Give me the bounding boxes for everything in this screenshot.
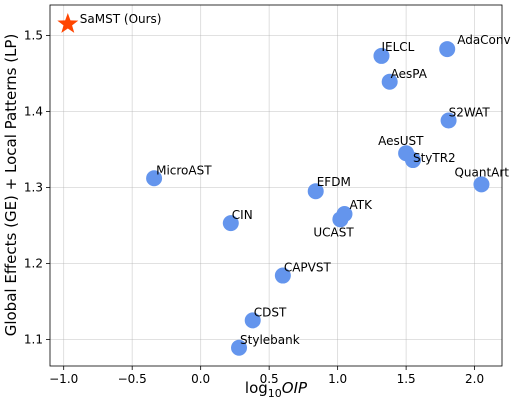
data-points: AdaConv IELCL AesPA S2WAT AesUST StyTR2QuantA… [57, 12, 511, 356]
x-tick-label: 1.0 [328, 372, 347, 386]
y-axis-title: Global Effects (GE) + Local Patterns (LP… [2, 34, 20, 337]
data-point [332, 211, 349, 228]
data-point-label: QuantArt [454, 165, 509, 179]
data-point-label: AesPA [391, 67, 428, 81]
data-point [404, 152, 421, 169]
data-point-label: Stylebank [240, 333, 300, 347]
highlight-star-icon [57, 13, 79, 33]
x-tick-label: −1.0 [49, 372, 78, 386]
data-point-label: StyTR2 [413, 151, 456, 165]
data-point-label: EFDM [317, 175, 351, 189]
data-point [381, 73, 398, 90]
y-tick-label: 1.2 [24, 256, 43, 270]
data-point [373, 47, 390, 64]
y-tick-label: 1.5 [24, 28, 43, 42]
data-point [231, 339, 248, 356]
data-point [307, 183, 324, 200]
y-tick-label: 1.1 [24, 332, 43, 346]
y-tick-label: 1.4 [24, 104, 43, 118]
data-point [439, 41, 456, 58]
x-tick-label: 2.0 [465, 372, 484, 386]
data-point [473, 176, 490, 193]
data-point [244, 312, 261, 329]
x-axis-title: log10OIP [245, 379, 308, 400]
data-point-label: CAPVST [284, 261, 332, 275]
x-tick-label: 0.0 [191, 372, 210, 386]
data-point [146, 170, 163, 187]
data-point [274, 267, 291, 284]
data-point-label: ATK [349, 198, 373, 212]
data-point-label: S2WAT [449, 106, 491, 120]
grid [50, 5, 502, 366]
highlight-point-label: SaMST (Ours) [80, 12, 162, 26]
data-point-label: AdaConv [457, 33, 510, 47]
data-point-label: CIN [232, 208, 253, 222]
x-tick-label: 1.5 [397, 372, 416, 386]
plot-frame [49, 4, 503, 367]
x-tick-label: −0.5 [118, 372, 147, 386]
data-point [222, 215, 239, 232]
data-point-label: UCAST [313, 225, 354, 239]
data-point [440, 112, 457, 129]
axis-ticks: −1.0 −0.5 0.0 0.5 1.0 1.5 2.0 1.1 1.2 1.3 1.4 1.5 [24, 28, 484, 386]
data-point-label: MicroAST [156, 163, 212, 177]
data-point-label: IELCL [381, 40, 414, 54]
y-tick-label: 1.3 [24, 180, 43, 194]
data-point-label: CDST [254, 305, 287, 319]
x-tick-label: 0.5 [260, 372, 279, 386]
data-point-label: AesUST [378, 134, 424, 148]
